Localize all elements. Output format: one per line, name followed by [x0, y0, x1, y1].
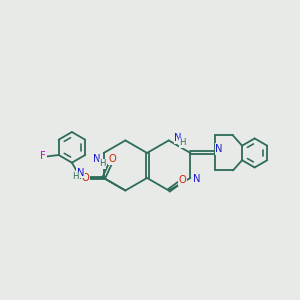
Text: N: N	[77, 168, 85, 178]
Text: N: N	[215, 144, 223, 154]
Text: N: N	[174, 134, 182, 143]
Text: O: O	[109, 154, 116, 164]
Text: N: N	[193, 174, 200, 184]
Text: O: O	[82, 173, 89, 183]
Text: N: N	[94, 154, 101, 164]
Text: H: H	[179, 138, 186, 147]
Text: H: H	[99, 159, 106, 168]
Text: F: F	[40, 152, 46, 161]
Text: H: H	[72, 172, 79, 181]
Text: O: O	[179, 175, 187, 185]
